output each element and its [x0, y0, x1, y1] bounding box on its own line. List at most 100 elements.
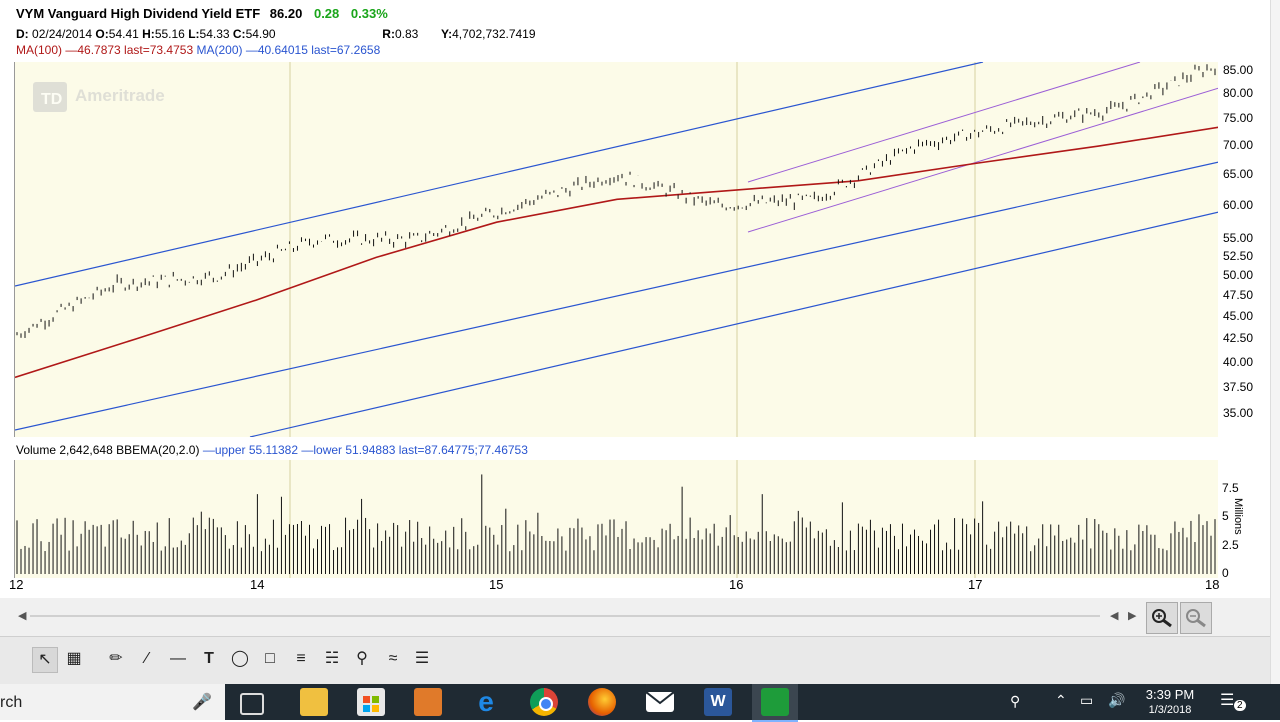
store-icon[interactable]: [357, 688, 385, 716]
thinkorswim-icon: [761, 688, 789, 716]
price-bars[interactable]: [16, 64, 1216, 338]
price-tick-8: 50.00: [1223, 268, 1254, 283]
price-tick-7: 52.50: [1223, 249, 1254, 264]
bbema-study-label[interactable]: BBEMA(20,2.0): [116, 443, 200, 457]
zoom-out-button[interactable]: [1180, 602, 1212, 634]
trendline-tool-icon[interactable]: ⁄: [145, 650, 149, 667]
open-label: O:: [95, 27, 109, 41]
time-tick-12: 12: [9, 577, 24, 592]
chrome-icon[interactable]: [530, 688, 558, 716]
purple-channel-upper[interactable]: [747, 62, 1141, 183]
edge-icon[interactable]: e: [478, 686, 494, 717]
fibonacci-tool-icon[interactable]: ≡: [296, 650, 306, 667]
r-label: R:: [382, 27, 395, 41]
price-change-pct: 0.33%: [350, 6, 388, 21]
volume-value: 2,642,648: [59, 443, 113, 457]
study-legend: MA(100) —46.7873 last=73.4753 MA(200) —4…: [16, 43, 380, 57]
zoom-out-icon: [1186, 609, 1206, 628]
price-pane[interactable]: TD Ameritrade: [14, 62, 1219, 437]
price-axis[interactable]: 85.00 80.00 75.00 70.00 65.00 60.00 55.00 52.50…: [1218, 62, 1270, 437]
volume-chart[interactable]: [15, 460, 1219, 578]
channel-middle-line[interactable]: [15, 161, 1219, 431]
time-tick-14: 14: [250, 577, 265, 592]
bbema-last: last=87.64775;77.46753: [398, 443, 528, 457]
r-value: 0.83: [394, 27, 419, 41]
scroll-left-small-icon[interactable]: ◀: [1110, 610, 1119, 622]
price-tick-10: 45.00: [1223, 309, 1254, 324]
time-cycle-tool-icon[interactable]: ☵: [324, 650, 340, 667]
volume-pane[interactable]: [14, 460, 1219, 578]
ohlc-readout: D: 02/24/2014 O:54.41 H:55.16 L:54.33 C:…: [16, 27, 536, 41]
price-tick-3: 70.00: [1223, 138, 1254, 153]
horizontal-scrollbar[interactable]: [30, 615, 1100, 617]
clock-date: 1/3/2018: [1148, 704, 1192, 716]
thinkorswim-taskbar-button[interactable]: [752, 684, 798, 722]
show-hidden-icons-icon[interactable]: ⌃: [1055, 692, 1067, 708]
microphone-icon[interactable]: 🎤: [192, 694, 212, 711]
time-tick-17: 17: [968, 577, 983, 592]
ma100-line[interactable]: [15, 126, 1219, 379]
bbema-upper: —upper 55.11382: [202, 443, 299, 457]
volume-label: Volume: [16, 443, 57, 457]
pencil-tool-icon[interactable]: ✏: [109, 650, 123, 667]
ma100-legend[interactable]: MA(100) —46.7873 last=73.4753: [16, 43, 194, 57]
mail-icon[interactable]: [645, 691, 675, 712]
file-explorer-icon[interactable]: [300, 688, 328, 716]
ma200-legend[interactable]: MA(200) —40.64015 last=67.2658: [196, 43, 381, 57]
people-icon[interactable]: ⚲: [1010, 693, 1021, 709]
right-edge-scrollbar[interactable]: [1270, 0, 1280, 684]
fan-tool-icon[interactable]: ≈: [388, 650, 398, 667]
price-change: 0.28: [313, 6, 340, 21]
clock[interactable]: 3:39 PM 1/3/2018: [1140, 687, 1200, 716]
price-tick-6: 55.00: [1223, 231, 1254, 246]
volume-tick-3: 0: [1222, 566, 1229, 580]
zoom-in-button[interactable]: [1146, 602, 1178, 634]
volume-icon[interactable]: 🔊: [1108, 692, 1126, 708]
low-value: 54.33: [199, 27, 230, 41]
time-tick-18: 18: [1205, 577, 1220, 592]
high-label: H:: [142, 27, 155, 41]
time-tick-15: 15: [489, 577, 504, 592]
search-box[interactable]: rch 🎤: [0, 684, 225, 720]
media-icon[interactable]: [414, 688, 442, 716]
symbol[interactable]: VYM: [16, 6, 45, 21]
magnifier-tool-icon[interactable]: ⚲: [356, 650, 368, 667]
notification-count: 2: [1234, 700, 1246, 711]
scroll-row: ◀ ◀ ▶: [0, 598, 1270, 636]
svg-text:TD: TD: [41, 91, 62, 108]
crosshair-tool-icon[interactable]: ▦: [66, 650, 82, 667]
scroll-left-arrow-icon[interactable]: ◀: [18, 610, 27, 622]
channel-lower-line[interactable]: [249, 211, 1219, 437]
chart-header: VYM Vanguard High Dividend Yield ETF 86.…: [0, 0, 1280, 62]
firefox-icon[interactable]: [588, 688, 616, 716]
volume-axis: 7.5 5 2.5 0 Millions: [1218, 460, 1270, 580]
notifications-icon[interactable]: ☰ 2: [1220, 690, 1246, 712]
close-label: C:: [232, 27, 246, 41]
horizontal-line-tool-icon[interactable]: —: [170, 650, 186, 667]
symbol-title-row: VYM Vanguard High Dividend Yield ETF 86.…: [16, 6, 388, 21]
y-label: Y:: [441, 27, 453, 41]
cursor-tool-icon[interactable]: ↖: [32, 647, 58, 673]
word-icon[interactable]: W: [704, 688, 732, 716]
text-tool-icon[interactable]: T: [204, 650, 214, 667]
channel-upper-line[interactable]: [15, 62, 984, 287]
rectangle-tool-icon[interactable]: □: [265, 650, 275, 667]
price-tick-5: 60.00: [1223, 197, 1254, 212]
task-view-icon[interactable]: [240, 693, 264, 715]
volume-bars[interactable]: [16, 474, 1216, 574]
purple-channel-lower[interactable]: [747, 87, 1219, 233]
security-name: Vanguard High Dividend Yield ETF: [47, 6, 261, 21]
menu-tool-icon[interactable]: ☰: [414, 650, 430, 667]
price-chart[interactable]: TD Ameritrade: [15, 62, 1219, 437]
close-value: 54.90: [245, 27, 276, 41]
ellipse-tool-icon[interactable]: ◯: [231, 650, 249, 667]
scroll-right-arrow-icon[interactable]: ▶: [1128, 610, 1137, 622]
low-label: L:: [188, 27, 200, 41]
price-tick-12: 40.00: [1223, 354, 1254, 369]
bbema-lower: —lower 51.94883: [301, 443, 396, 457]
time-axis[interactable]: 12 14 15 16 17 18: [0, 577, 1270, 598]
price-tick-1: 80.00: [1223, 86, 1254, 101]
network-icon[interactable]: ▭: [1080, 692, 1094, 708]
ameritrade-logo: TD Ameritrade: [33, 82, 165, 112]
windows-taskbar: rch 🎤 e W ⚲ ⌃ ▭ 🔊 3:39 PM 1/3/2018 ☰ 2: [0, 684, 1280, 722]
